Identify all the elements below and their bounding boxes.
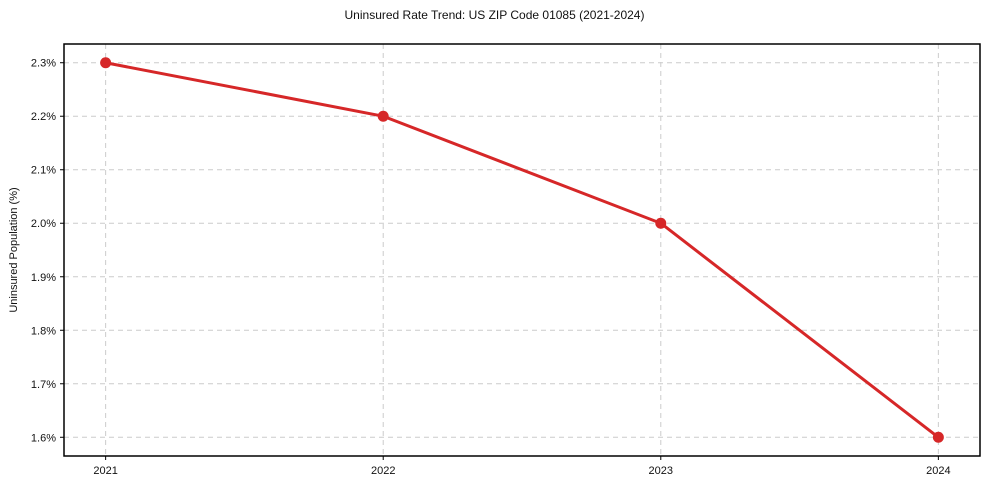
data-point-marker	[932, 431, 944, 443]
data-point-marker	[655, 217, 667, 229]
x-tick-label: 2024	[926, 465, 950, 477]
y-tick-label: 2.1%	[31, 165, 56, 177]
x-tick-label: 2021	[93, 465, 117, 477]
y-tick-label: 1.8%	[31, 325, 56, 337]
data-point-marker	[377, 110, 389, 122]
chart-title: Uninsured Rate Trend: US ZIP Code 01085 …	[344, 8, 645, 22]
y-tick-label: 2.2%	[31, 111, 56, 123]
x-tick-label: 2023	[649, 465, 673, 477]
y-tick-label: 1.9%	[31, 272, 56, 284]
y-tick-label: 2.0%	[31, 218, 56, 230]
y-tick-label: 1.7%	[31, 379, 56, 391]
data-series-line	[104, 61, 940, 439]
x-tick-label: 2022	[371, 465, 395, 477]
y-tick-label: 2.3%	[31, 58, 56, 70]
data-point-marker	[100, 57, 112, 69]
plot-border	[63, 43, 981, 457]
y-tick-label: 1.6%	[31, 432, 56, 444]
